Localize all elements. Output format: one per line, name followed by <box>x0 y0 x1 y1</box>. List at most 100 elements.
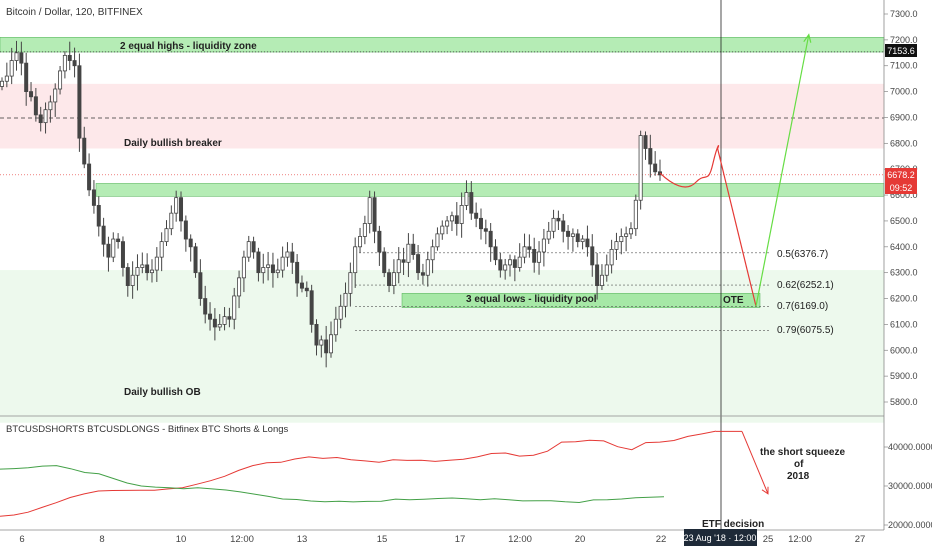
candle-body <box>411 243 416 255</box>
candle-body <box>449 215 454 222</box>
projection-arrowhead <box>803 33 812 43</box>
zone-label-equal-lows: 3 equal lows - liquidity pool <box>466 294 597 305</box>
candle-body <box>290 251 295 263</box>
candle-body <box>566 230 571 237</box>
projection-up-leg <box>755 34 810 307</box>
candle-body <box>570 233 575 237</box>
candle-body <box>445 220 450 227</box>
price-tick-label: 6000.0 <box>890 345 918 355</box>
event-date-label: 23 Aug '18 · 12:00 <box>684 533 757 543</box>
candle-body <box>67 54 72 61</box>
zones-layer <box>0 37 885 423</box>
candle-body <box>358 236 363 248</box>
time-tick-label: 6 <box>19 534 24 545</box>
candle-body <box>459 205 464 224</box>
indicator-tick-label: 40000.0000 <box>888 442 932 452</box>
candle-body <box>125 267 130 287</box>
price-tick-label: 6500.0 <box>890 216 918 226</box>
time-tick-label: 17 <box>455 534 466 545</box>
candle-body <box>4 75 9 82</box>
candle-body <box>261 267 266 274</box>
candle-body <box>164 228 169 243</box>
candle-body <box>464 192 469 206</box>
candle-body <box>590 246 595 266</box>
time-tick-label: 8 <box>99 534 104 545</box>
candle-body <box>599 274 604 286</box>
candle-body <box>430 246 435 261</box>
price-tick-label: 6400.0 <box>890 242 918 252</box>
candle-body <box>609 248 614 266</box>
candle-body <box>135 267 140 276</box>
price-tick-label: 7200.0 <box>890 35 918 45</box>
candle-body <box>396 259 401 274</box>
reference-lines <box>0 0 884 530</box>
candle-body <box>111 238 116 258</box>
etf-decision-label: ETF decision <box>702 519 764 530</box>
time-tick-label: 20 <box>575 534 586 545</box>
candle-body <box>188 238 193 248</box>
candle-body <box>82 137 87 165</box>
squeeze-arrowhead <box>761 486 769 495</box>
fib-label-0-62: 0.62(6252.1) <box>777 280 834 291</box>
candle-body <box>648 148 653 165</box>
candle-body <box>246 241 251 258</box>
candle-body <box>454 215 459 224</box>
candle-body <box>212 318 217 328</box>
candle-body <box>96 205 101 227</box>
candle-body <box>159 241 164 258</box>
candle-body <box>338 305 343 320</box>
time-tick-label: 27 <box>855 534 866 545</box>
candle-body <box>595 264 600 287</box>
candle-body <box>416 254 421 274</box>
zone-bullish-breaker <box>0 83 884 149</box>
candle-body <box>420 272 425 276</box>
candle-body <box>638 135 643 201</box>
candle-body <box>120 241 125 268</box>
candle-body <box>343 292 348 307</box>
chart-title: Bitcoin / Dollar, 120, BITFINEX <box>6 7 143 18</box>
candle-body <box>488 230 493 248</box>
candle-body <box>232 295 237 320</box>
candle-body <box>116 238 121 243</box>
candle-body <box>314 323 319 346</box>
last-price-badge <box>885 168 917 194</box>
candle-body <box>522 246 527 258</box>
candle-body <box>193 246 198 274</box>
candle-body <box>653 163 658 173</box>
candle-body <box>38 114 43 124</box>
candle-body <box>275 269 280 274</box>
candle-body <box>145 264 150 274</box>
candle-body <box>556 217 561 222</box>
time-tick-label: 12:00 <box>508 534 532 545</box>
resistance-price-badge <box>885 44 917 57</box>
candle-body <box>362 223 367 237</box>
candle-body <box>517 256 522 268</box>
candle-body <box>348 272 353 294</box>
candle-body <box>280 256 285 271</box>
candle-body <box>387 272 392 286</box>
candle-body <box>241 256 246 279</box>
fib-label-0-7: 0.7(6169.0) <box>777 301 828 312</box>
candle-body <box>91 189 96 206</box>
time-tick-label: 12:00 <box>230 534 254 545</box>
candle-body <box>377 230 382 253</box>
candle-body <box>614 241 619 250</box>
candle-body <box>382 251 387 274</box>
candle-body <box>130 274 135 286</box>
candle-body <box>309 290 314 325</box>
candle-body <box>643 135 648 149</box>
candle-body <box>498 259 503 271</box>
candle-body <box>174 197 179 214</box>
candle-body <box>72 60 77 67</box>
candle-body <box>551 217 556 232</box>
candle-body <box>101 225 106 245</box>
fib-label-0-5: 0.5(6376.7) <box>777 249 828 260</box>
candle-body <box>575 233 580 243</box>
candle-body <box>580 238 585 243</box>
time-tick-label: 15 <box>377 534 388 545</box>
candle-body <box>256 251 261 274</box>
projection-down-leg <box>717 148 757 307</box>
zone-equal-lows <box>401 293 761 308</box>
